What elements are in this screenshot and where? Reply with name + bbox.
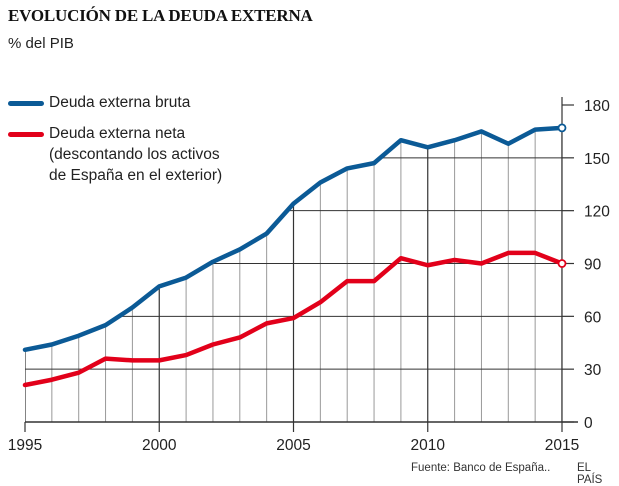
grid — [25, 85, 562, 422]
y-tick-label: 120 — [584, 204, 610, 221]
x-tick-label: 2010 — [411, 437, 446, 454]
y-tick-label: 0 — [584, 415, 593, 432]
y-tick-label: 150 — [584, 151, 610, 168]
source-note: Fuente: Banco de España.. — [411, 462, 550, 474]
y-tick-label: 60 — [584, 309, 602, 326]
y-tick-label: 90 — [584, 257, 602, 274]
x-tick-label: 2005 — [276, 437, 310, 454]
brand-label: EL PAÍS — [577, 462, 619, 486]
end-marker — [559, 124, 566, 131]
end-marker — [559, 260, 566, 267]
x-tick-label: 2000 — [142, 437, 177, 454]
x-tick-label: 2015 — [545, 437, 579, 454]
x-tick-label: 1995 — [8, 437, 42, 454]
y-tick-label: 180 — [584, 98, 610, 115]
y-tick-label: 30 — [584, 362, 602, 379]
